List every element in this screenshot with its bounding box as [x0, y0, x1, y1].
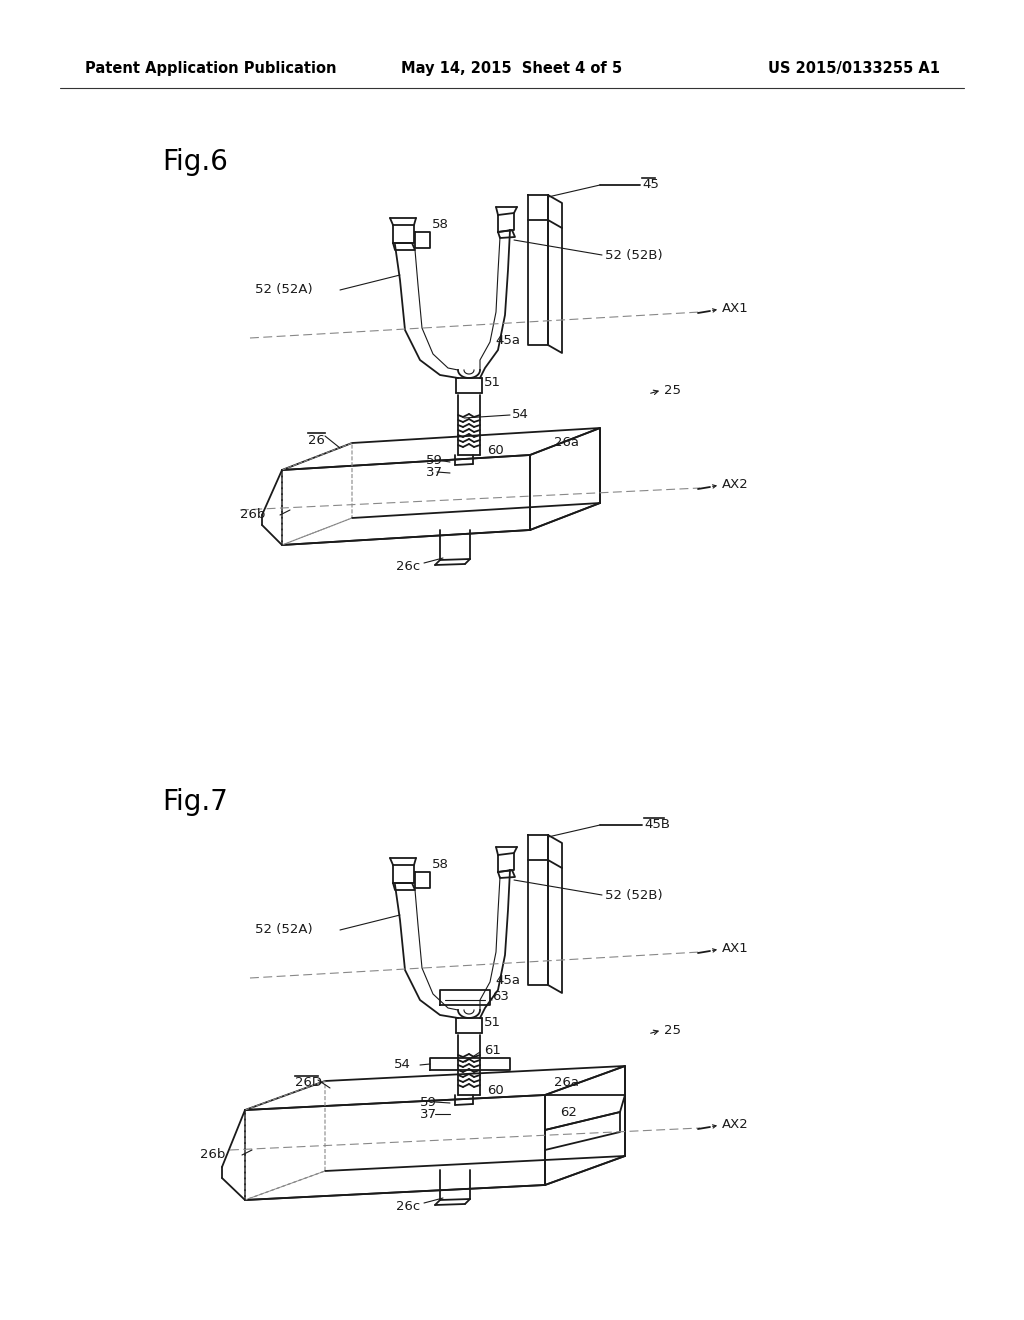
Text: 52 (52B): 52 (52B): [605, 248, 663, 261]
Text: 63: 63: [492, 990, 509, 1003]
Text: 52 (52A): 52 (52A): [255, 924, 312, 936]
Text: AX2: AX2: [722, 1118, 749, 1131]
Text: AX2: AX2: [722, 479, 749, 491]
Text: 60: 60: [487, 444, 504, 457]
Text: Fig.7: Fig.7: [162, 788, 228, 816]
Text: AX1: AX1: [722, 942, 749, 956]
Text: 61: 61: [484, 1044, 501, 1056]
Text: 45a: 45a: [495, 974, 520, 986]
Text: 45B: 45B: [644, 818, 670, 832]
Text: AX1: AX1: [722, 302, 749, 315]
Text: 45a: 45a: [495, 334, 520, 346]
Text: 51: 51: [484, 1016, 501, 1030]
Text: 62: 62: [560, 1106, 577, 1118]
Text: 60: 60: [487, 1084, 504, 1097]
Text: 54: 54: [512, 408, 528, 421]
Text: 51: 51: [484, 376, 501, 389]
Text: 26b: 26b: [200, 1148, 225, 1162]
Text: May 14, 2015  Sheet 4 of 5: May 14, 2015 Sheet 4 of 5: [401, 61, 623, 75]
Text: 26b: 26b: [240, 508, 265, 521]
Text: 26: 26: [308, 433, 325, 446]
Text: 52 (52B): 52 (52B): [605, 888, 663, 902]
Text: 26a: 26a: [554, 436, 579, 449]
Text: 37: 37: [420, 1107, 437, 1121]
Text: 37: 37: [426, 466, 443, 479]
Text: 26c: 26c: [396, 1200, 420, 1213]
Text: 26c: 26c: [396, 560, 420, 573]
Text: 25: 25: [664, 1023, 681, 1036]
Text: US 2015/0133255 A1: US 2015/0133255 A1: [768, 61, 940, 75]
Text: 52 (52A): 52 (52A): [255, 284, 312, 297]
Text: Fig.6: Fig.6: [162, 148, 228, 176]
Text: 26D: 26D: [295, 1077, 322, 1089]
Text: 59: 59: [420, 1096, 437, 1109]
Text: 54: 54: [394, 1059, 411, 1072]
Text: Patent Application Publication: Patent Application Publication: [85, 61, 337, 75]
Text: 58: 58: [432, 219, 449, 231]
Text: 59: 59: [426, 454, 442, 466]
Text: 26a: 26a: [554, 1076, 579, 1089]
Text: 25: 25: [664, 384, 681, 396]
Text: 45: 45: [642, 178, 658, 191]
Text: 58: 58: [432, 858, 449, 871]
